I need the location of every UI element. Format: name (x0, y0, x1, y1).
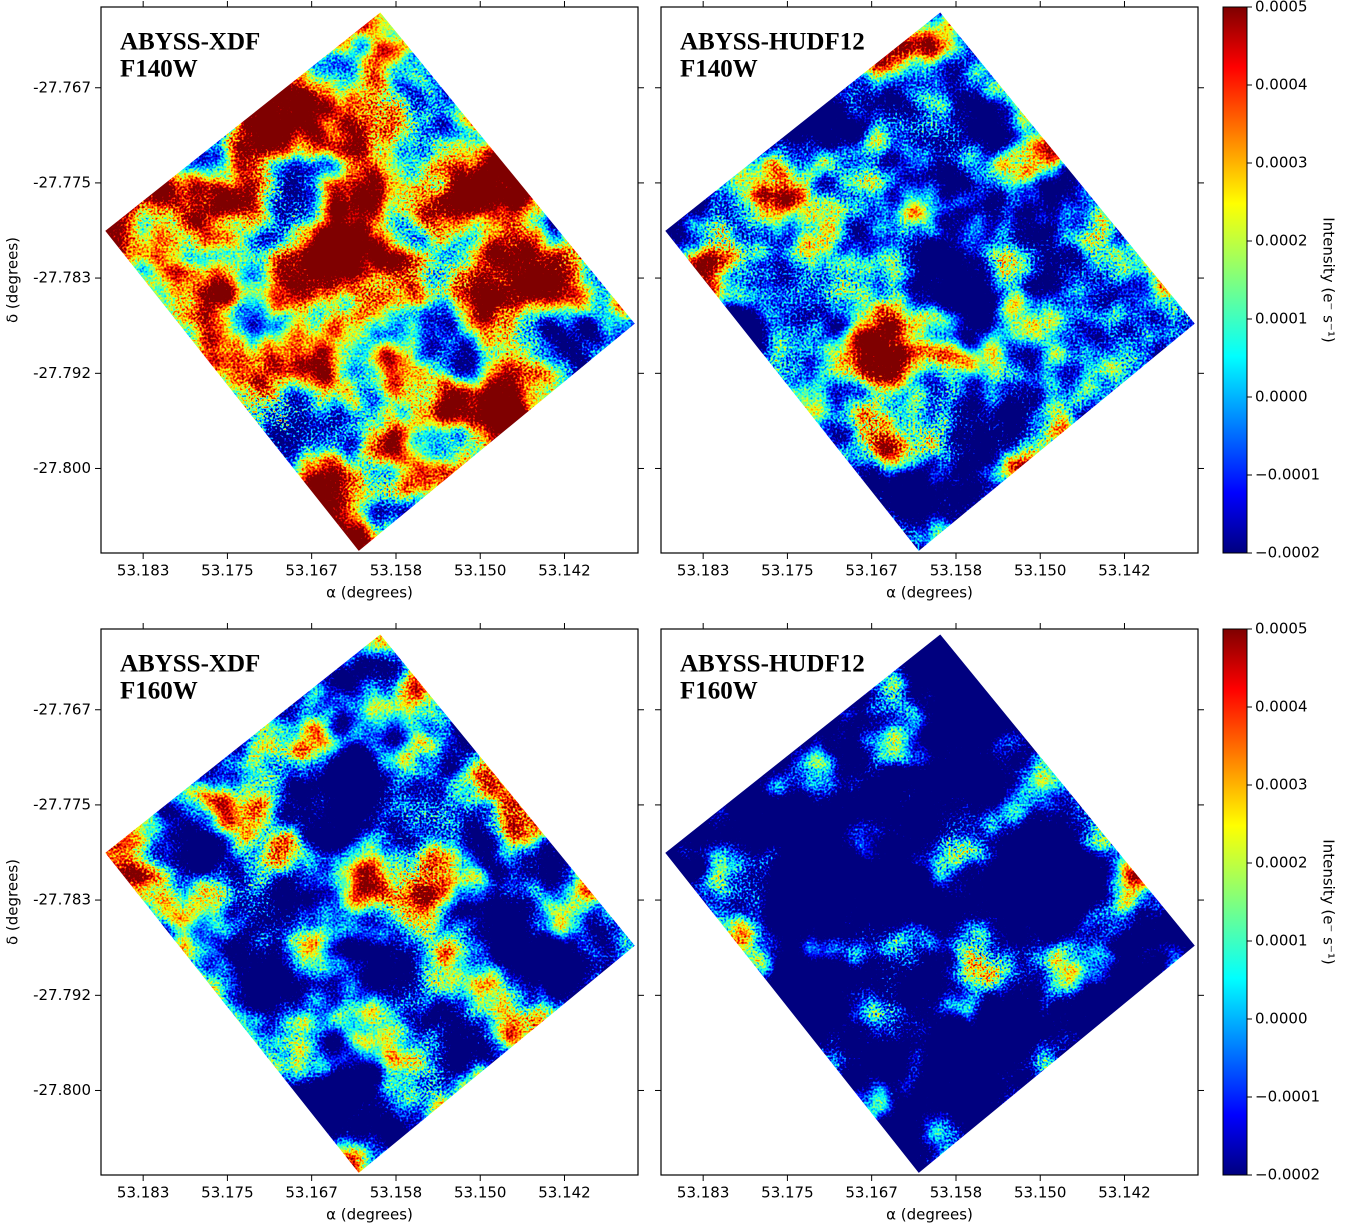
panel-title: ABYSS-HUDF12 (680, 29, 865, 56)
y-tick-label: -27.775 (33, 795, 91, 813)
panel-title: ABYSS-XDF (120, 29, 260, 56)
x-tick-label: 53.175 (201, 562, 254, 580)
image-field (665, 12, 1195, 551)
x-tick-label: 53.183 (117, 1184, 170, 1202)
colorbar-tick-label: −0.0002 (1255, 544, 1320, 562)
x-tick-label: 53.158 (370, 562, 423, 580)
colorbar-tick-label: 0.0000 (1255, 388, 1308, 406)
x-axis-label: α (degrees) (886, 584, 973, 602)
x-tick-label: 53.158 (930, 1184, 983, 1202)
x-tick-label: 53.183 (117, 562, 170, 580)
x-tick-label: 53.167 (285, 562, 338, 580)
panel-title: ABYSS-XDF (120, 651, 260, 678)
x-tick-label: 53.142 (1098, 1184, 1151, 1202)
x-tick-label: 53.158 (370, 1184, 423, 1202)
axes-frame (660, 6, 1199, 554)
y-tick-label: -27.792 (33, 364, 91, 382)
y-tick-label: -27.792 (33, 986, 91, 1004)
x-tick-label: 53.175 (761, 1184, 814, 1202)
colorbar-tick-label: −0.0001 (1255, 466, 1320, 484)
x-tick-label: 53.150 (454, 1184, 507, 1202)
panel-subtitle: F160W (120, 678, 198, 705)
colorbar-tick-label: 0.0001 (1255, 310, 1308, 328)
colorbar-tick-label: 0.0004 (1255, 76, 1308, 94)
image-field (665, 634, 1195, 1173)
axes-frame (100, 6, 639, 554)
y-tick-label: -27.800 (33, 459, 91, 477)
colorbar-tick-label: 0.0001 (1255, 932, 1308, 950)
colorbar-tick-label: 0.0004 (1255, 698, 1308, 716)
colorbar-label: Intensity (e⁻ s⁻¹) (1320, 839, 1338, 964)
colorbar-tick-label: 0.0003 (1255, 154, 1308, 172)
image-field (105, 12, 635, 551)
x-tick-label: 53.150 (1014, 1184, 1067, 1202)
x-tick-label: 53.183 (677, 1184, 730, 1202)
panel-subtitle: F160W (680, 678, 758, 705)
axes-frame (660, 628, 1199, 1176)
x-axis-label: α (degrees) (326, 1206, 413, 1224)
x-axis-label: α (degrees) (326, 584, 413, 602)
x-axis-label: α (degrees) (886, 1206, 973, 1224)
x-tick-label: 53.167 (845, 562, 898, 580)
colorbar-tick-label: 0.0002 (1255, 232, 1308, 250)
x-tick-label: 53.167 (845, 1184, 898, 1202)
panel-title: ABYSS-HUDF12 (680, 651, 865, 678)
x-tick-label: 53.158 (930, 562, 983, 580)
image-field (105, 634, 635, 1173)
x-tick-label: 53.142 (538, 1184, 591, 1202)
colorbar-tick-label: 0.0002 (1255, 854, 1308, 872)
y-tick-label: -27.767 (33, 700, 91, 718)
x-tick-label: 53.150 (454, 562, 507, 580)
panel-subtitle: F140W (120, 56, 198, 83)
colorbar-tick-label: 0.0005 (1255, 620, 1308, 638)
x-tick-label: 53.175 (761, 562, 814, 580)
y-axis-label: δ (degrees) (4, 237, 22, 323)
colorbar-tick-label: 0.0003 (1255, 776, 1308, 794)
x-tick-label: 53.150 (1014, 562, 1067, 580)
colorbar (1222, 6, 1248, 554)
y-tick-label: -27.800 (33, 1081, 91, 1099)
y-tick-label: -27.767 (33, 78, 91, 96)
colorbar (1222, 628, 1248, 1176)
x-tick-label: 53.142 (1098, 562, 1151, 580)
x-tick-label: 53.142 (538, 562, 591, 580)
colorbar-tick-label: 0.0005 (1255, 0, 1308, 16)
y-tick-label: -27.783 (33, 269, 91, 287)
x-tick-label: 53.183 (677, 562, 730, 580)
panel-subtitle: F140W (680, 56, 758, 83)
colorbar-tick-label: 0.0000 (1255, 1010, 1308, 1028)
axes-frame (100, 628, 639, 1176)
x-tick-label: 53.167 (285, 1184, 338, 1202)
y-tick-label: -27.783 (33, 891, 91, 909)
colorbar-tick-label: −0.0002 (1255, 1166, 1320, 1184)
y-tick-label: -27.775 (33, 173, 91, 191)
y-axis-label: δ (degrees) (4, 859, 22, 945)
colorbar-tick-label: −0.0001 (1255, 1088, 1320, 1106)
colorbar-label: Intensity (e⁻ s⁻¹) (1320, 217, 1338, 342)
x-tick-label: 53.175 (201, 1184, 254, 1202)
